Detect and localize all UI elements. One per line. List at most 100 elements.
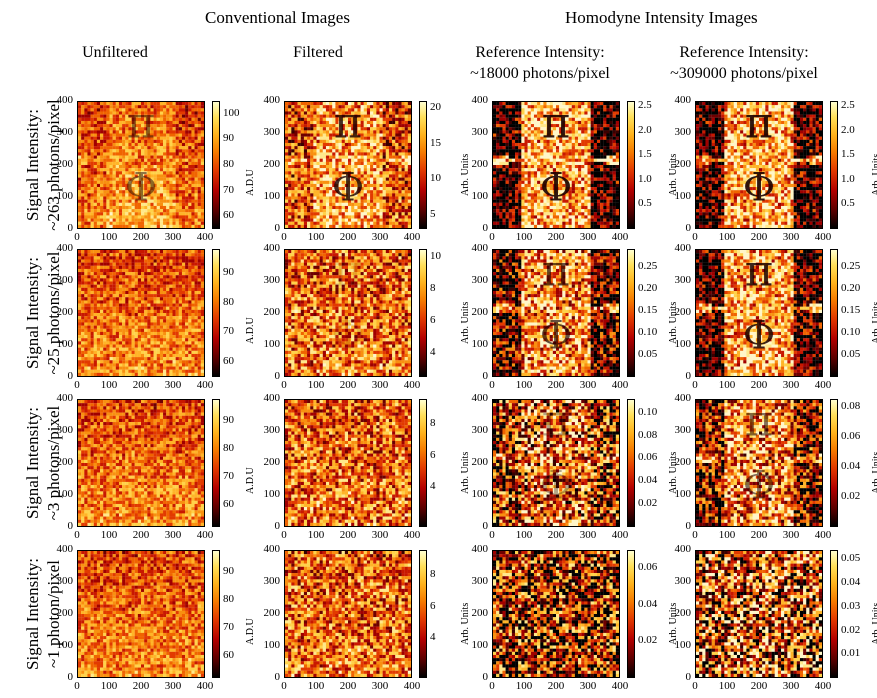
pixel <box>310 117 314 121</box>
pixel <box>84 193 88 197</box>
pixel <box>78 171 82 175</box>
pixel <box>141 111 145 115</box>
pixel <box>533 177 538 181</box>
pixel <box>398 209 402 213</box>
pixel <box>571 199 575 203</box>
pixel <box>609 130 613 134</box>
pixel <box>612 187 616 191</box>
pixel <box>363 127 367 131</box>
pixel <box>360 127 364 131</box>
pixel <box>200 158 204 162</box>
pixel <box>307 120 311 125</box>
pixel <box>319 180 323 184</box>
pixel <box>581 108 585 112</box>
pixel <box>294 108 298 112</box>
pixel <box>141 165 145 169</box>
pixel <box>584 155 588 159</box>
pixel <box>338 209 342 213</box>
pixel <box>325 215 330 219</box>
pixel <box>354 205 358 210</box>
pixel <box>329 196 333 200</box>
pixel <box>493 218 497 222</box>
pixel <box>137 218 142 222</box>
pixel <box>584 139 588 144</box>
pixel <box>134 215 138 219</box>
pixel <box>90 180 94 184</box>
pixel <box>90 161 94 166</box>
pixel <box>153 187 157 191</box>
y-tick-label: 100 <box>466 190 489 202</box>
pixel <box>508 108 512 112</box>
pixel <box>172 205 176 210</box>
pixel <box>533 165 538 169</box>
pixel <box>552 155 557 159</box>
pixel <box>543 196 547 200</box>
pixel <box>144 114 148 118</box>
pixel <box>175 161 179 166</box>
pixel <box>329 180 333 184</box>
pixel <box>540 171 544 175</box>
pixel <box>552 183 557 188</box>
pixel <box>141 212 145 216</box>
pixel <box>181 124 186 128</box>
pixel <box>137 146 142 150</box>
pixel <box>401 120 405 125</box>
pixel <box>376 136 380 140</box>
pixel <box>109 168 113 172</box>
pixel <box>313 111 317 115</box>
pixel <box>530 221 535 225</box>
pixel <box>134 136 138 140</box>
pixel <box>784 102 788 106</box>
pixel <box>515 180 519 184</box>
pixel <box>197 171 201 175</box>
pixel <box>609 149 613 153</box>
pixel <box>153 224 157 228</box>
pixel <box>303 165 308 169</box>
pixel <box>141 152 145 156</box>
pixel <box>178 165 183 169</box>
pixel <box>571 202 575 207</box>
pixel <box>329 133 333 137</box>
pixel <box>370 136 374 140</box>
pixel <box>562 171 566 175</box>
pixel <box>90 136 94 140</box>
pixel <box>341 177 345 181</box>
pixel <box>600 114 604 118</box>
pixel <box>546 221 550 225</box>
pixel <box>603 221 607 225</box>
pixel <box>574 177 579 181</box>
pixel <box>578 111 582 115</box>
pixel <box>587 136 591 140</box>
pixel <box>125 180 129 184</box>
pixel <box>163 209 167 213</box>
pixel <box>385 165 390 169</box>
pixel <box>505 224 509 228</box>
pixel <box>191 130 195 134</box>
pixel <box>153 152 157 156</box>
pixel <box>325 133 330 137</box>
pixel <box>163 171 167 175</box>
pixel <box>404 165 408 169</box>
pixel <box>125 209 129 213</box>
pixel <box>169 155 173 159</box>
pixel <box>559 174 563 178</box>
pixel <box>612 168 616 172</box>
pixel <box>322 224 327 228</box>
pixel <box>596 111 601 115</box>
pixel <box>615 155 619 159</box>
pixel <box>376 168 380 172</box>
pixel <box>351 155 355 159</box>
pixel <box>285 139 289 144</box>
pixel <box>178 139 183 144</box>
pixel <box>147 221 151 225</box>
pixel <box>153 199 157 203</box>
pixel <box>329 102 333 106</box>
pixel <box>297 161 301 166</box>
pixel <box>376 142 380 147</box>
pixel <box>325 171 330 175</box>
pixel <box>310 190 314 194</box>
pixel <box>505 190 509 194</box>
pixel <box>606 218 610 222</box>
pixel <box>593 117 598 121</box>
pixel <box>505 124 509 128</box>
